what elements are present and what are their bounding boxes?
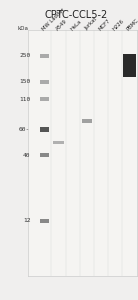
Text: kDa: kDa bbox=[17, 26, 28, 32]
Bar bbox=[40, 127, 49, 132]
Text: MW Ladder: MW Ladder bbox=[41, 7, 65, 31]
Text: 12: 12 bbox=[23, 218, 30, 224]
Bar bbox=[40, 153, 49, 158]
Bar bbox=[82, 118, 92, 123]
Text: HeLa: HeLa bbox=[69, 19, 82, 32]
Text: H226: H226 bbox=[112, 18, 125, 32]
Bar bbox=[40, 219, 49, 223]
Text: Jurkat: Jurkat bbox=[83, 17, 98, 32]
Bar bbox=[40, 80, 49, 84]
Bar bbox=[40, 54, 49, 58]
Bar bbox=[123, 54, 136, 76]
Text: 60-: 60- bbox=[19, 127, 30, 132]
Text: 40: 40 bbox=[23, 153, 30, 158]
Bar bbox=[53, 140, 64, 144]
Text: MCF7: MCF7 bbox=[98, 18, 111, 32]
Text: 250: 250 bbox=[19, 53, 30, 58]
Text: CPTC-CCL5-2: CPTC-CCL5-2 bbox=[44, 11, 108, 20]
Text: A549: A549 bbox=[55, 18, 68, 32]
Text: PBMC: PBMC bbox=[126, 17, 138, 32]
Bar bbox=[28, 30, 137, 276]
Text: 110: 110 bbox=[19, 97, 30, 102]
Text: 150: 150 bbox=[19, 79, 30, 84]
Bar bbox=[40, 97, 49, 101]
